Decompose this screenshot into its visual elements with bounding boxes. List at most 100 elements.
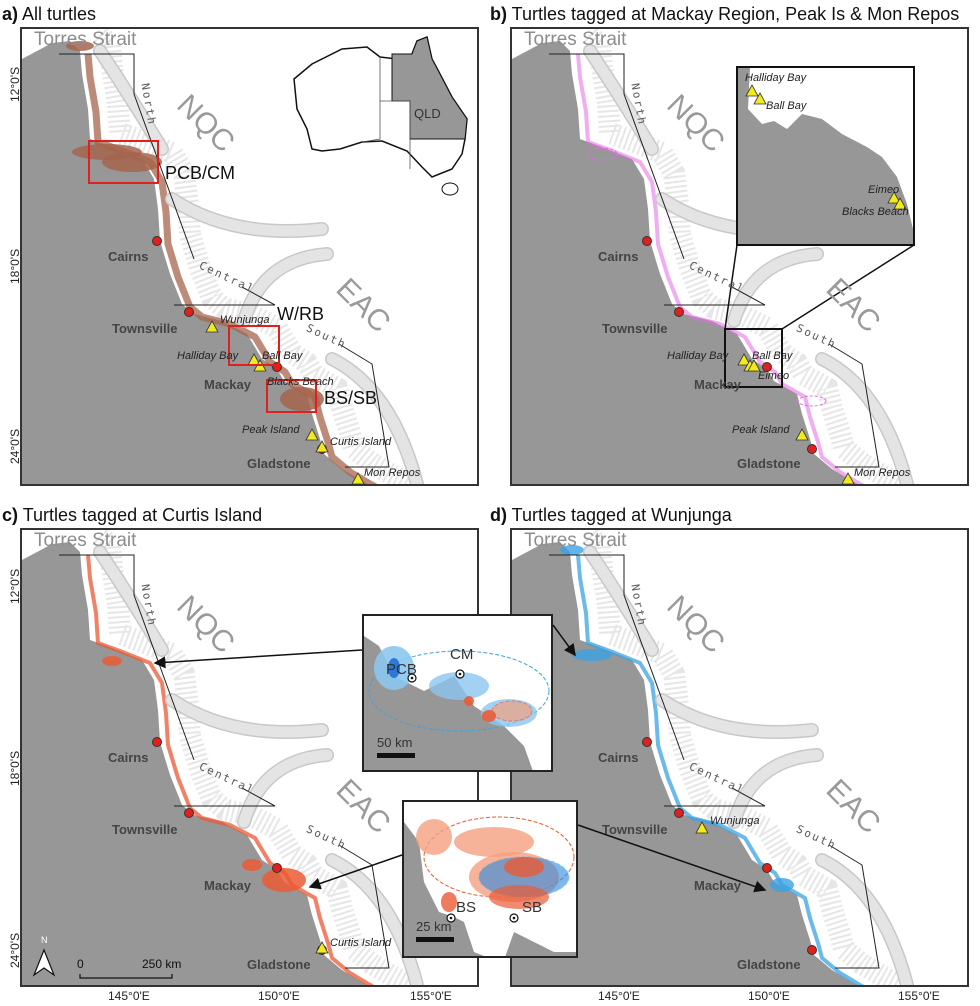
site-label: Halliday Bay [667,350,729,362]
torres-strait-label: Torres Strait [34,29,137,50]
site-label: Peak Island [732,424,790,436]
zone-boundary-south [338,343,390,468]
city-label: Gladstone [737,456,801,471]
kernel-density-area [416,819,452,855]
zoom-connector [781,244,915,330]
nesting-site-marker [315,440,329,453]
land-mass [512,41,858,484]
map-canvas [22,29,468,484]
zone-boundary-north [549,53,685,260]
turtle-track-area [86,554,375,985]
current-arrow [238,749,333,828]
inset-site-label: CM [450,646,474,663]
city-label: Mackay [204,878,251,893]
turtle-track-area [560,545,584,555]
inset-land [404,822,576,956]
turtle-track-area [242,859,262,871]
city-marker [184,808,194,818]
latitude-tick-label: 24°0'S [8,428,22,464]
longitude-tick-label: 145°0'E [598,989,640,1003]
site-label: Mon Repos [854,467,911,479]
latitude-tick-label: 12°0'S [8,568,22,604]
turtle-track-area [102,656,122,666]
zoom-inset-site-label: Ball Bay [766,100,807,112]
city-label: Mackay [694,377,741,392]
current-arrow [728,749,823,828]
latitude-tick-label: 12°0'S [8,66,22,102]
map-canvas [512,29,915,484]
reef-shelf [582,29,903,484]
north-arrow-label: N [41,935,48,945]
kernel-density-area [429,672,489,700]
foraging-region-box [266,379,317,413]
city-marker [642,236,652,246]
turtle-track-area [576,554,865,985]
inset-site-label: PCB [386,661,417,678]
city-marker [272,362,282,372]
turtle-track-area [770,878,794,892]
city-label: Gladstone [247,456,311,471]
city-marker [762,863,772,873]
kernel-density-area [454,827,534,857]
nesting-site-marker [745,84,759,97]
site-label: Ball Bay [262,350,303,362]
kernel-density-area [388,658,400,678]
zone-boundary-north [549,554,685,761]
reef-shelf [582,530,903,985]
nesting-site-marker [893,197,907,210]
nesting-site-marker [305,428,319,441]
zoom-connector [724,244,738,330]
region-label: BS/SB [324,388,378,408]
region-label: W/RB [277,304,324,324]
kernel-density-area [489,885,549,909]
current-arrow [326,353,423,484]
torres-strait-label: Torres Strait [524,29,627,50]
current-arrow [584,45,658,155]
site-label: Curtis Island [330,937,392,949]
nesting-site-marker [315,941,329,954]
nesting-site-marker [795,428,809,441]
city-marker [807,945,817,955]
map-canvas [22,530,424,985]
zoom-extent-box [724,328,783,388]
city-label: Cairns [598,249,639,264]
inset-scale-label: 25 km [416,919,452,934]
city-marker [674,307,684,317]
panel-letter: d) [490,505,507,525]
city-marker [762,362,772,372]
latitude-tick-label: 18°0'S [8,750,22,786]
city-label: Cairns [108,750,149,765]
turtle-track-area [797,395,827,407]
zone-boundary-central [174,286,276,306]
north-arrow-icon [32,948,56,977]
map-panel-a: Cairns Townsville Mackay Gladstone Wunjunga H… [20,27,479,486]
torres-strait-label: Torres Strait [34,530,137,551]
current-arrow [94,45,168,155]
foraging-region-box [228,325,280,366]
panel-title-d: d) Turtles tagged at Wunjunga [490,505,732,526]
longitude-tick-label: 155°0'E [898,989,940,1003]
australia-locator-map [293,35,468,196]
scale-label-end: 250 km [142,957,182,971]
city-label: Townsville [602,822,668,837]
panel-title-a: a) All turtles [2,4,96,25]
site-label: Blacks Beach [267,376,334,388]
city-marker [152,236,162,246]
city-label: Cairns [598,750,639,765]
zone-boundary-central [664,286,766,306]
current-arrow [94,546,168,656]
reef-shelf [92,29,413,484]
turtle-track-area [66,41,94,51]
zoom-inset-land [738,68,913,244]
panel-title-text: Turtles tagged at Curtis Island [18,505,263,525]
city-marker [184,307,194,317]
current-arrow [166,193,328,237]
site-label: Halliday Bay [177,350,239,362]
inset-scale-bar [416,937,454,942]
land-mass [22,542,368,985]
city-marker [807,444,817,454]
region-label: PCB/CM [165,163,236,183]
foraging-region-box [88,140,159,184]
panel-letter: a) [2,4,19,24]
site-label: Ball Bay [752,350,793,362]
